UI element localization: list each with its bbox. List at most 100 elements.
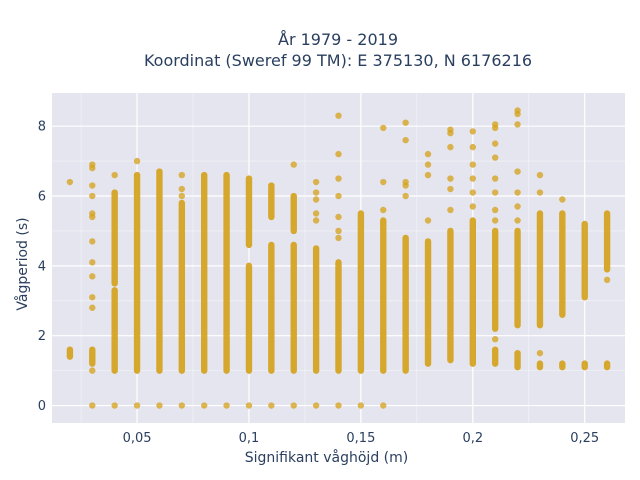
data-point — [469, 189, 476, 196]
data-point-cluster — [469, 217, 476, 367]
data-point — [335, 175, 342, 182]
data-point-cluster — [268, 182, 275, 221]
data-point — [424, 161, 432, 168]
data-point — [357, 402, 365, 409]
data-point — [178, 192, 186, 200]
data-point — [424, 217, 432, 224]
x-axis-title: Signifikant våghöjd (m) — [245, 449, 408, 466]
data-point — [111, 171, 118, 179]
data-point — [447, 143, 454, 151]
data-point — [111, 402, 118, 409]
data-point — [491, 335, 499, 343]
data-point — [312, 217, 320, 224]
data-point-cluster — [357, 210, 365, 374]
tick-labels: 0,05 0,1 0,15 0,2 0,25 0 2 4 6 8 — [38, 120, 599, 446]
data-point — [514, 217, 521, 224]
chart-title-line-2: Koordinat (Sweref 99 TM): E 375130, N 61… — [143, 51, 533, 70]
data-point — [268, 402, 275, 409]
x-tick-label: 0,05 — [123, 431, 152, 446]
x-tick-label: 0,1 — [239, 431, 260, 446]
data-point — [424, 150, 432, 158]
data-point — [424, 171, 432, 179]
data-point — [380, 402, 387, 409]
data-point-cluster — [312, 245, 320, 374]
data-point — [380, 124, 387, 132]
data-point-cluster — [133, 171, 141, 374]
data-point — [89, 273, 96, 280]
data-point-cluster — [223, 171, 230, 374]
data-point — [335, 112, 342, 119]
data-point-cluster — [603, 360, 611, 371]
data-point — [536, 171, 544, 179]
data-point — [290, 161, 297, 168]
data-point — [491, 121, 499, 128]
x-tick-label: 0,25 — [570, 431, 599, 446]
chart-title-line-1: År 1979 - 2019 — [278, 30, 398, 49]
data-point — [312, 210, 320, 217]
data-point — [201, 402, 208, 409]
data-point — [89, 259, 96, 266]
data-point — [447, 175, 454, 182]
data-point — [312, 178, 320, 186]
data-point-cluster — [603, 210, 611, 273]
data-point — [514, 189, 521, 196]
data-point — [290, 402, 297, 409]
y-tick-label: 2 — [38, 329, 46, 344]
y-tick-label: 8 — [38, 120, 46, 135]
data-point — [402, 119, 409, 126]
data-point — [245, 402, 253, 409]
data-point-cluster — [536, 360, 544, 371]
data-point-cluster — [559, 360, 566, 371]
y-axis-title: Vågperiod (s) — [14, 217, 31, 310]
data-point — [178, 402, 186, 409]
data-point — [469, 161, 476, 168]
data-point-cluster — [268, 241, 275, 374]
data-point — [491, 154, 499, 161]
data-point-cluster — [290, 192, 297, 235]
data-point-cluster — [581, 360, 588, 371]
data-point — [491, 140, 499, 147]
data-point — [402, 136, 409, 144]
data-point — [223, 402, 230, 409]
data-point — [133, 402, 141, 409]
data-point — [447, 185, 454, 193]
data-point — [447, 206, 454, 214]
data-point — [514, 107, 521, 114]
data-point — [491, 175, 499, 182]
data-point — [491, 206, 499, 214]
data-point-cluster — [491, 346, 499, 367]
data-point-cluster — [447, 227, 454, 364]
data-point — [89, 294, 96, 301]
x-tick-label: 0,15 — [346, 431, 375, 446]
data-point-cluster — [245, 262, 253, 374]
data-point — [603, 276, 611, 284]
data-point-cluster — [559, 210, 566, 318]
y-tick-label: 0 — [38, 399, 46, 414]
data-point — [514, 203, 521, 210]
data-point — [89, 210, 96, 217]
data-point-cluster — [380, 217, 387, 374]
data-point-cluster — [424, 238, 432, 367]
data-point-cluster — [335, 259, 342, 374]
data-point — [89, 192, 96, 200]
data-point — [89, 238, 96, 245]
data-point — [402, 192, 409, 200]
data-point-cluster — [201, 171, 208, 374]
data-point — [335, 227, 342, 235]
data-point-cluster — [89, 346, 96, 367]
data-point-cluster — [111, 189, 118, 287]
data-point — [335, 234, 342, 242]
data-point — [514, 121, 521, 128]
data-point-cluster — [111, 287, 118, 374]
y-tick-label: 4 — [38, 259, 46, 274]
data-point — [469, 175, 476, 182]
data-point — [89, 402, 96, 409]
data-point — [402, 178, 409, 186]
data-point — [178, 185, 186, 193]
data-point — [380, 178, 387, 186]
data-point-cluster — [491, 227, 499, 332]
x-tick-label: 0,2 — [462, 431, 483, 446]
data-point-cluster — [66, 346, 74, 360]
data-point-cluster — [514, 227, 521, 329]
